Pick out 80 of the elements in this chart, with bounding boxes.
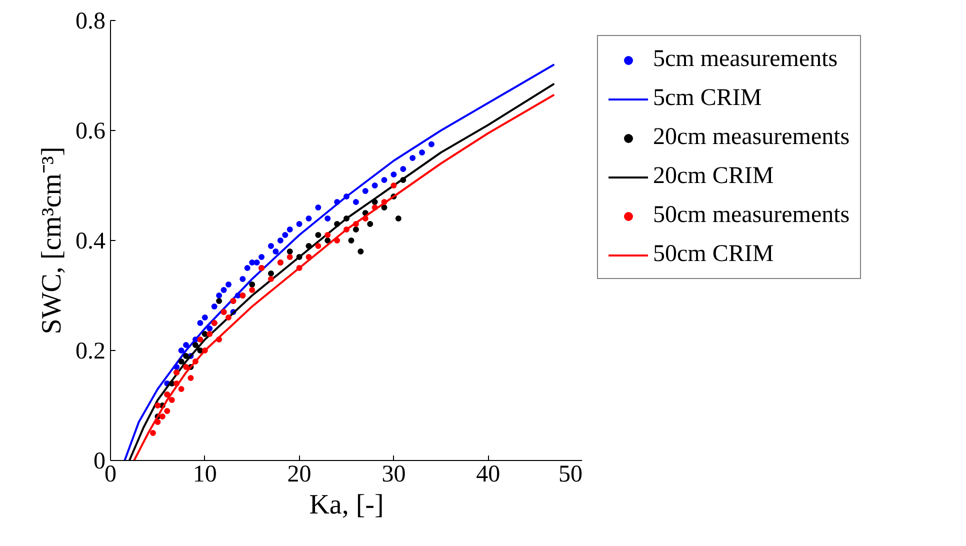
- point: [358, 248, 364, 254]
- point: [202, 331, 208, 337]
- point: [324, 238, 331, 244]
- point: [286, 254, 293, 260]
- point: [286, 248, 293, 254]
- point: [282, 232, 288, 238]
- y-tick-label: 0.6: [76, 118, 106, 144]
- point: [159, 414, 166, 420]
- point: [306, 216, 312, 222]
- point: [272, 248, 279, 254]
- point: [220, 287, 227, 293]
- point: [216, 298, 222, 304]
- x-tick-label: 30: [382, 462, 406, 488]
- point: [268, 276, 274, 282]
- point: [419, 150, 426, 156]
- x-axis-title: Ka, [-]: [309, 490, 384, 520]
- point: [315, 243, 322, 249]
- legend-label: 20cm measurements: [653, 124, 850, 151]
- point: [372, 182, 378, 188]
- point: [381, 177, 388, 183]
- point: [268, 243, 274, 249]
- point: [362, 188, 368, 194]
- point: [390, 172, 397, 178]
- point: [188, 375, 194, 381]
- x-tick-label: 40: [476, 462, 500, 488]
- point: [296, 221, 302, 227]
- legend-label: 20cm CRIM: [653, 163, 774, 190]
- point: [226, 314, 232, 320]
- y-axis-title: SWC, [cm³cm⁻³]: [36, 146, 68, 334]
- point: [315, 232, 322, 238]
- y-tick-label: 0.2: [76, 338, 106, 364]
- point: [164, 408, 170, 414]
- point: [258, 254, 265, 260]
- x-tick-label: 10: [192, 462, 217, 488]
- point: [178, 348, 184, 354]
- point: [400, 166, 406, 172]
- point: [286, 226, 293, 232]
- legend-label: 50cm CRIM: [653, 241, 774, 268]
- point: [410, 155, 416, 161]
- point: [183, 353, 190, 359]
- point: [154, 402, 161, 408]
- point: [249, 282, 256, 288]
- y-tick-label: 0.8: [76, 8, 106, 34]
- legend-label: 50cm measurements: [653, 202, 850, 229]
- point: [390, 182, 397, 188]
- point: [216, 292, 222, 298]
- point: [324, 232, 331, 238]
- legend-label: 5cm CRIM: [653, 85, 762, 112]
- point: [197, 336, 204, 342]
- point: [428, 141, 434, 148]
- point: [315, 204, 322, 210]
- point: [240, 276, 246, 282]
- point: [249, 287, 256, 293]
- point: [183, 364, 190, 370]
- x-tick-label: 50: [558, 462, 582, 488]
- point: [277, 238, 284, 244]
- point: [381, 204, 388, 210]
- point: [178, 386, 184, 392]
- point: [206, 331, 213, 337]
- point: [268, 270, 274, 276]
- y-tick-label: 0.4: [76, 228, 106, 254]
- legend-label: 5cm measurements: [653, 46, 838, 73]
- point: [192, 342, 198, 348]
- point: [367, 221, 374, 227]
- point: [183, 342, 190, 348]
- point: [352, 199, 359, 205]
- point: [150, 430, 156, 436]
- point: [202, 314, 208, 320]
- point: [348, 238, 354, 244]
- point: [206, 326, 213, 332]
- point: [178, 358, 184, 364]
- point: [324, 216, 331, 222]
- x-tick-label: 20: [287, 462, 312, 488]
- point: [226, 282, 232, 288]
- point: [197, 320, 204, 326]
- point: [211, 304, 218, 310]
- point: [244, 265, 250, 271]
- point: [395, 216, 402, 222]
- point: [352, 226, 359, 232]
- point: [168, 397, 175, 403]
